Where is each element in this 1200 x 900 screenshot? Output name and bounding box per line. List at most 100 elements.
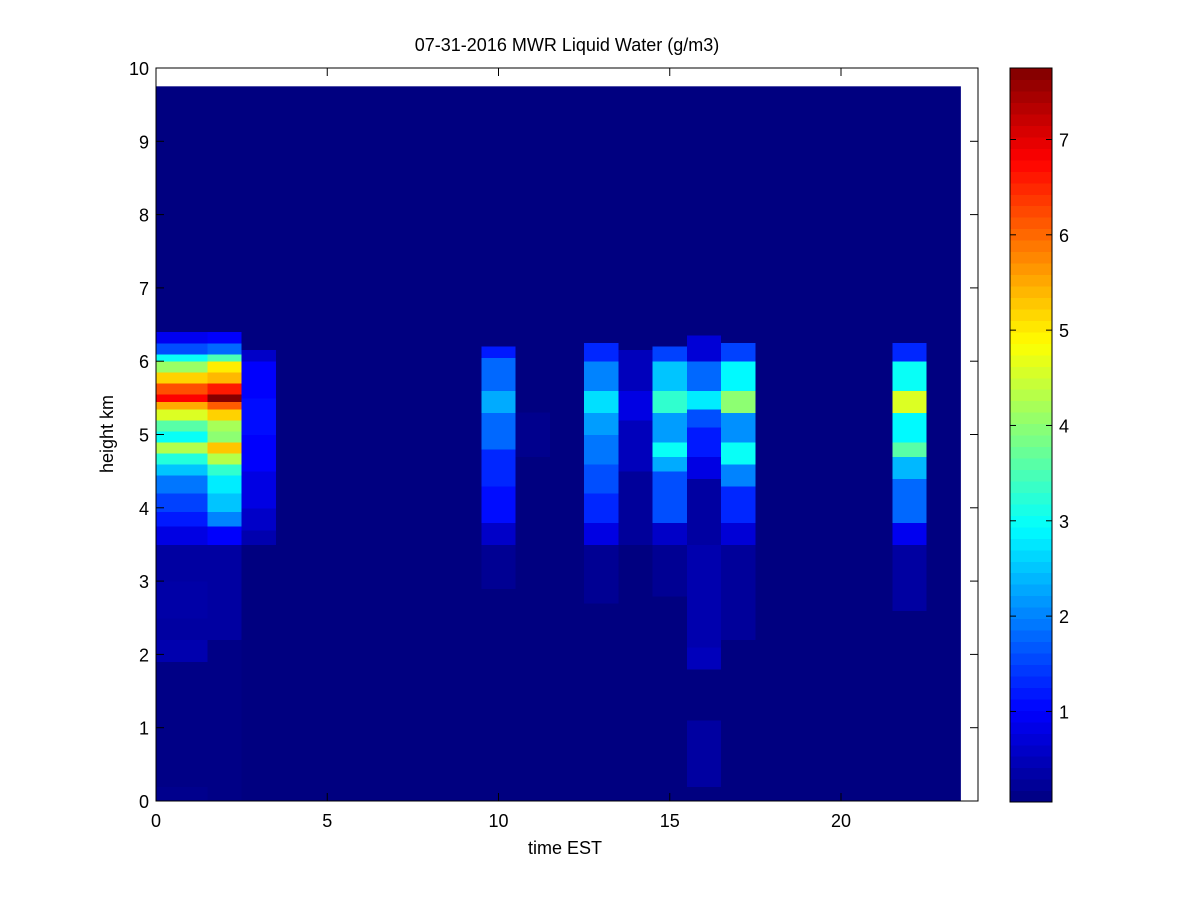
heatmap-cell — [892, 522, 927, 545]
heatmap-cell — [207, 639, 242, 801]
heatmap-cell — [241, 471, 276, 509]
colorbar-segment — [1010, 572, 1052, 585]
colorbar-segment — [1010, 297, 1052, 310]
heatmap-cell — [156, 401, 208, 410]
heatmap-cell — [156, 383, 208, 395]
heatmap-cell — [207, 544, 242, 641]
heatmap-cell — [156, 394, 208, 403]
heatmap-cell — [652, 412, 687, 443]
colorbar-segment — [1010, 790, 1052, 803]
heatmap-cell — [721, 390, 756, 414]
colorbar-segment — [1010, 125, 1052, 138]
y-tick-label: 3 — [139, 572, 149, 592]
y-tick-label: 8 — [139, 206, 149, 226]
colorbar-segment — [1010, 664, 1052, 677]
heatmap-cell — [156, 441, 208, 454]
heatmap-cell — [686, 408, 722, 428]
colorbar-segment — [1010, 733, 1052, 746]
colorbar-segment — [1010, 457, 1052, 471]
heatmap-cell — [892, 478, 927, 523]
colorbar-segment — [1010, 767, 1052, 780]
heatmap-cell — [207, 394, 242, 403]
heatmap-cell — [241, 361, 276, 399]
heatmap-cell — [156, 617, 208, 641]
heatmap-cell — [892, 456, 927, 479]
colorbar-segment — [1010, 503, 1052, 516]
colorbar-segment — [1010, 675, 1052, 688]
heatmap-cell — [207, 353, 242, 362]
colorbar-segment — [1010, 308, 1052, 321]
colorbar-segment — [1010, 515, 1052, 528]
colorbar-segment — [1010, 148, 1052, 161]
heatmap-cell — [207, 441, 242, 454]
colorbar-segment — [1010, 423, 1052, 436]
colorbar-segment — [1010, 79, 1052, 92]
heatmap-cell — [241, 397, 276, 435]
heatmap-cell — [156, 474, 208, 494]
heatmap-cell — [892, 441, 927, 457]
heatmap-cell — [207, 463, 242, 476]
colorbar-segment — [1010, 446, 1052, 459]
colorbar-tick-label: 4 — [1059, 416, 1069, 436]
heatmap-cell — [686, 361, 722, 392]
heatmap-cell — [652, 390, 687, 414]
colorbar-segment — [1010, 354, 1052, 367]
colorbar-segment — [1010, 595, 1052, 608]
colorbar-segment — [1010, 68, 1052, 81]
heatmap-cell — [207, 430, 242, 443]
colorbar-segment — [1010, 228, 1052, 241]
heatmap-cell — [584, 463, 619, 494]
colorbar-segment — [1010, 480, 1052, 493]
colorbar-segment — [1010, 205, 1052, 218]
heatmap-cell — [584, 493, 619, 523]
heatmap-cell — [207, 331, 242, 344]
heatmap-cell — [618, 471, 653, 545]
x-tick-label: 0 — [151, 811, 161, 831]
heatmap-cell — [686, 456, 722, 479]
heatmap-cell — [652, 456, 687, 472]
heatmap-cell — [584, 522, 619, 545]
heatmap-cell — [892, 342, 927, 362]
heatmap-cell — [156, 353, 208, 362]
heatmap-cell — [156, 463, 208, 476]
colorbar-segment — [1010, 285, 1052, 298]
heatmap-cell — [481, 522, 516, 545]
heatmap-cell — [652, 441, 687, 457]
colorbar-segment — [1010, 171, 1052, 184]
heatmap-cell — [481, 544, 516, 589]
colorbar-segment — [1010, 90, 1052, 104]
colorbar-segment — [1010, 538, 1052, 551]
colorbar-segment — [1010, 435, 1052, 448]
colorbar-segment — [1010, 698, 1052, 711]
colorbar-segment — [1010, 136, 1052, 149]
heatmap-cell — [156, 452, 208, 465]
heatmap-cell — [156, 544, 208, 582]
heatmap-cell — [892, 544, 927, 611]
colorbar-segment — [1010, 618, 1052, 631]
y-axis: 0 1 2 3 4 5 6 7 8 9 10 — [129, 59, 978, 812]
colorbar-segment — [1010, 102, 1052, 115]
colorbar-segment — [1010, 584, 1052, 597]
x-axis-label: time EST — [528, 838, 602, 858]
heatmap-cell — [156, 639, 208, 663]
heatmap-cell — [207, 474, 242, 494]
colorbar-segment — [1010, 389, 1052, 402]
heatmap-cell — [584, 361, 619, 392]
heatmap-cell — [584, 342, 619, 362]
colorbar-segment — [1010, 262, 1052, 276]
heatmap-cell — [156, 372, 208, 384]
heatmap-cell — [686, 335, 722, 362]
heatmap-cell — [686, 390, 722, 410]
colorbar-segment — [1010, 469, 1052, 482]
heatmap-cell — [156, 493, 208, 512]
heatmap-cell — [892, 390, 927, 414]
heatmap-cell — [156, 786, 208, 801]
colorbar-segment — [1010, 629, 1052, 643]
heatmap-cell — [156, 430, 208, 443]
heatmap-cell — [686, 720, 722, 787]
heatmap-cell — [652, 522, 687, 545]
colorbar-segment — [1010, 240, 1052, 253]
colorbar-tick-label: 2 — [1059, 607, 1069, 627]
colorbar-tick-label: 7 — [1059, 130, 1069, 150]
